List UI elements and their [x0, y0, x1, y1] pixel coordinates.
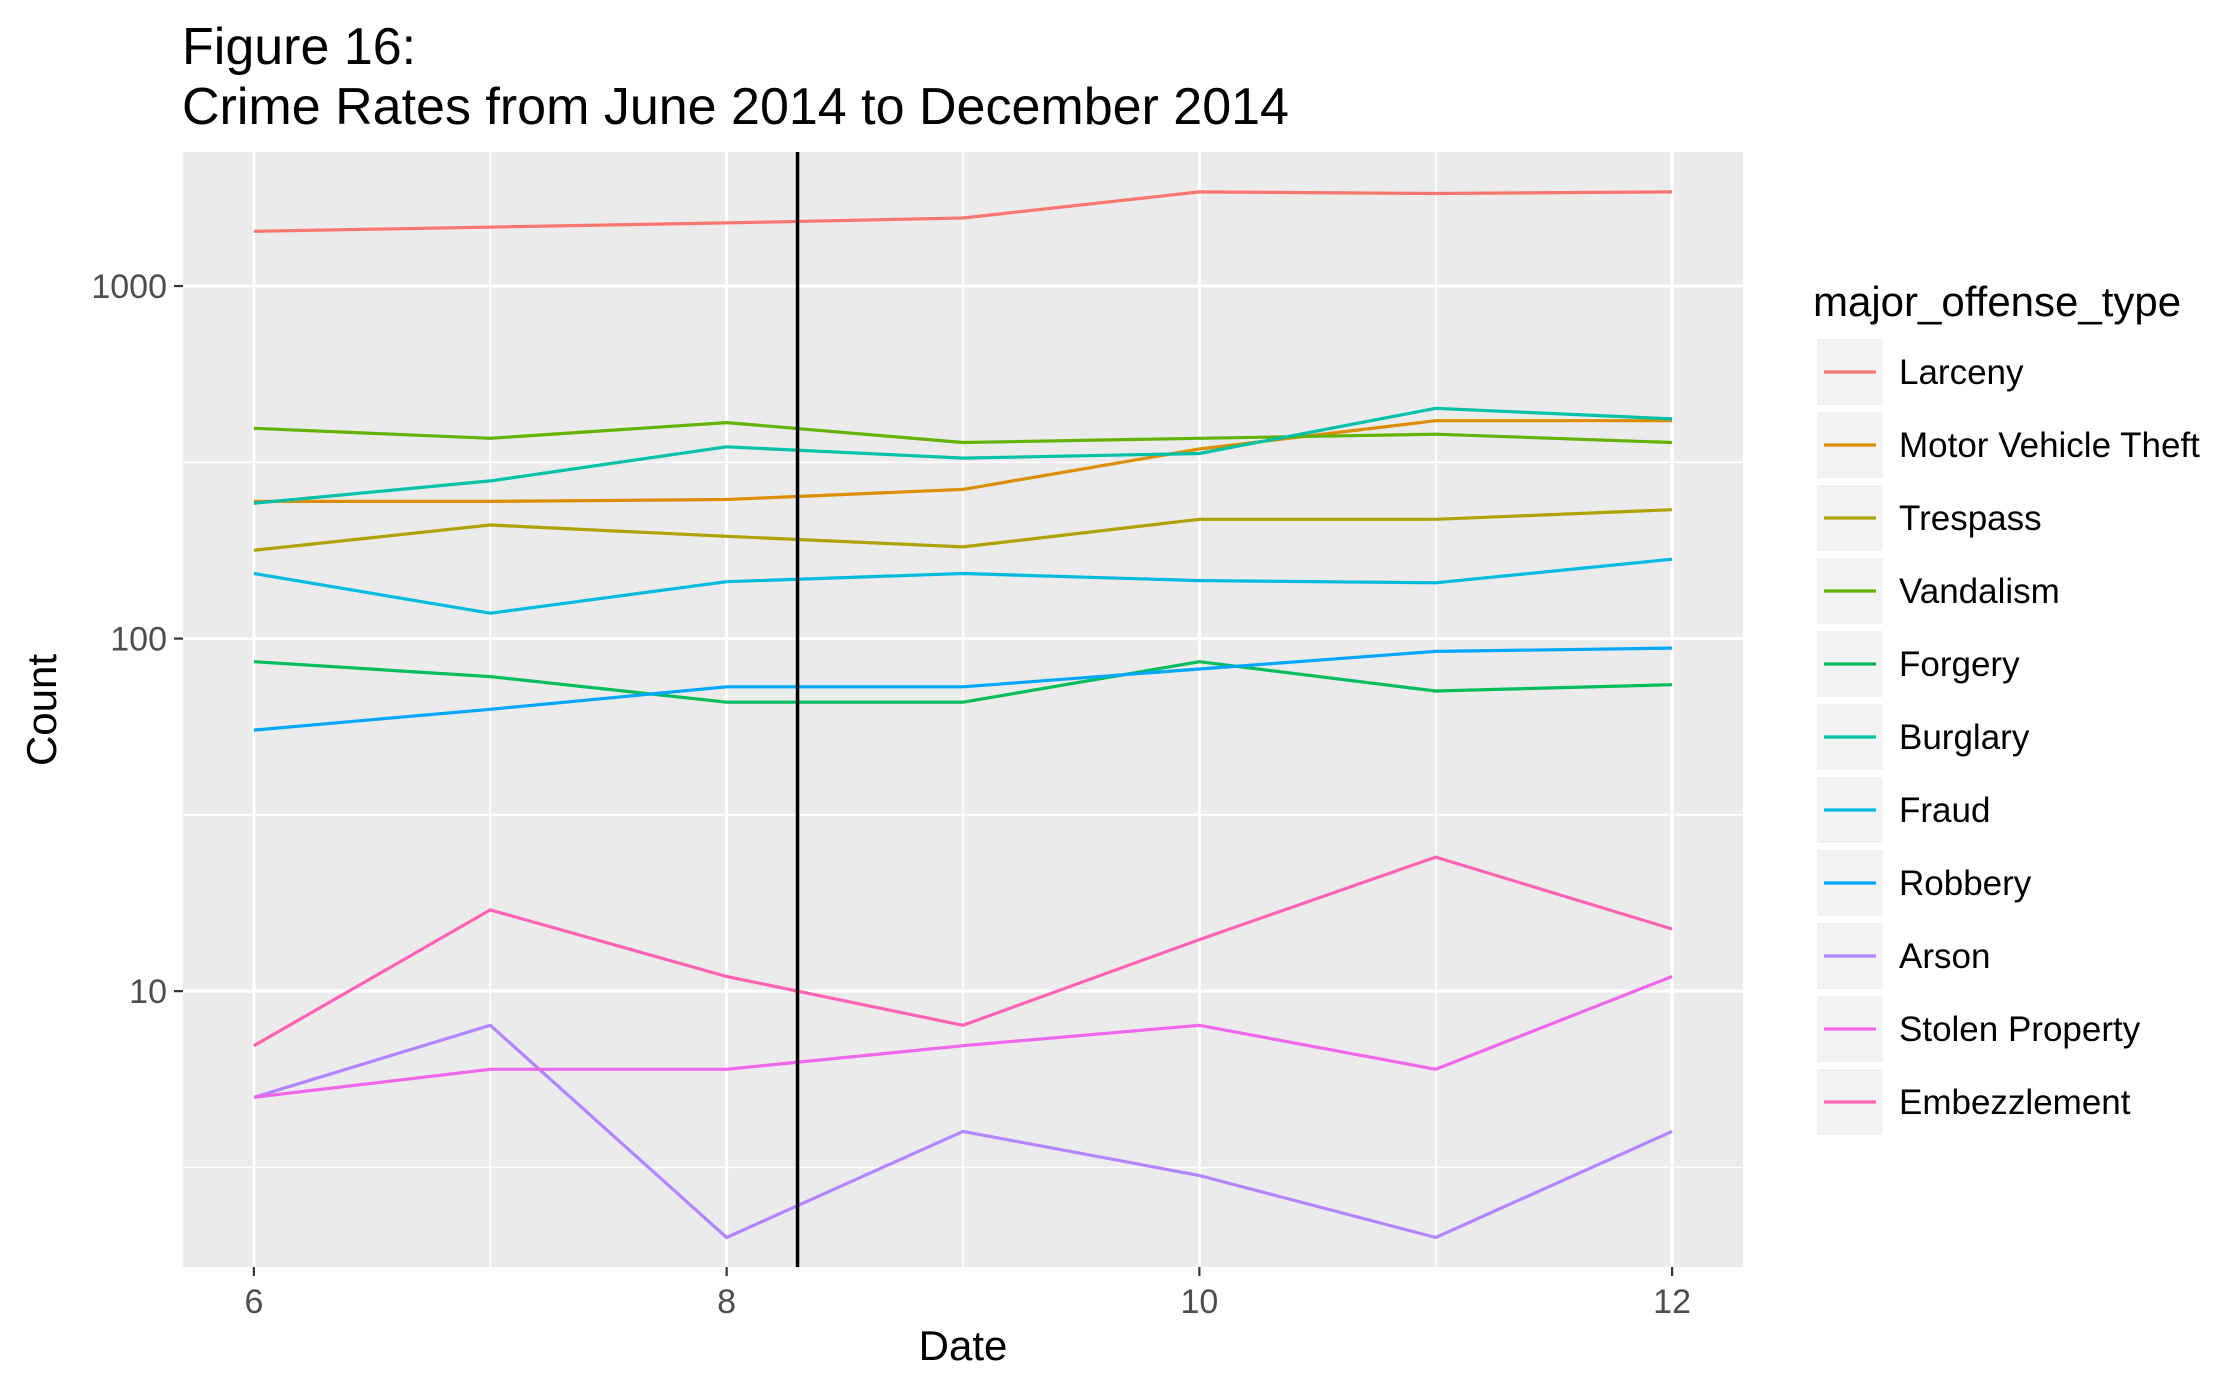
series-line-arson: [253, 1023, 1673, 1240]
y-tick-label: 1000: [91, 268, 167, 306]
series-lines: [253, 190, 1673, 1240]
legend: Larceny Motor Vehicle Theft Trespass Vandal…: [1817, 339, 2200, 1135]
legend-label-robbery: Robbery: [1899, 864, 2032, 903]
legend-label-larceny: Larceny: [1899, 353, 2024, 392]
series-line-burglary: [253, 406, 1673, 505]
y-axis: 10 100 1000: [91, 268, 183, 1011]
legend-label-forgery: Forgery: [1899, 645, 2020, 684]
y-tick-label: 100: [110, 621, 167, 659]
series-line-trespass: [253, 508, 1673, 552]
series-line-fraud: [253, 557, 1673, 615]
series-line-larceny: [253, 190, 1673, 233]
x-tick-label: 6: [244, 1283, 263, 1321]
chart-title-line-2: Crime Rates from June 2014 to December 2…: [182, 78, 1289, 136]
series-line-motor-vehicle-theft: [253, 419, 1673, 503]
legend-label-arson: Arson: [1899, 937, 1990, 976]
grid-major: [183, 152, 1743, 1267]
x-axis: 6 8 10 12: [244, 1267, 1691, 1321]
chart-title-line-1: Figure 16:: [182, 18, 416, 76]
x-tick-label: 12: [1653, 1283, 1691, 1321]
legend-label-motor-vehicle-theft: Motor Vehicle Theft: [1899, 426, 2200, 465]
legend-label-fraud: Fraud: [1899, 791, 1990, 830]
y-axis-title: Count: [18, 654, 65, 766]
legend-label-vandalism: Vandalism: [1899, 572, 2060, 611]
series-line-forgery: [253, 660, 1673, 704]
series-line-embezzlement: [253, 855, 1673, 1048]
x-tick-label: 10: [1180, 1283, 1218, 1321]
x-tick-label: 8: [717, 1283, 736, 1321]
series-line-robbery: [253, 646, 1673, 732]
legend-label-trespass: Trespass: [1899, 499, 2042, 538]
legend-label-burglary: Burglary: [1899, 718, 2030, 757]
y-tick-label: 10: [129, 973, 167, 1011]
x-axis-title: Date: [919, 1322, 1008, 1369]
series-line-stolen-property: [253, 975, 1673, 1099]
legend-title: major_offense_type: [1813, 278, 2181, 325]
legend-label-stolen-property: Stolen Property: [1899, 1010, 2141, 1049]
legend-label-embezzlement: Embezzlement: [1899, 1083, 2131, 1122]
series-line-vandalism: [253, 421, 1673, 445]
